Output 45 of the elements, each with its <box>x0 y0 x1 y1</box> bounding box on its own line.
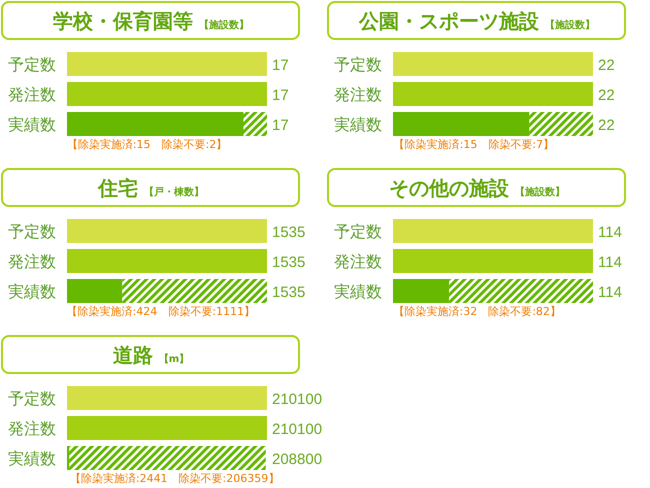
annotation: 【除染実施済:15 除染不要:2】 <box>66 138 228 151</box>
y-tick-label: 発注数 <box>8 419 56 438</box>
y-tick-label: 実績数 <box>8 282 56 301</box>
chart-title: 学校・保育園等 <box>53 9 193 33</box>
y-tick-label: 予定数 <box>8 222 56 241</box>
data-label: 1535 <box>272 224 306 241</box>
y-tick-label: 予定数 <box>334 222 382 241</box>
total-label: 22 <box>598 117 615 134</box>
y-tick-label: 実績数 <box>8 449 56 468</box>
chart-subtitle: 【施設数】 <box>545 19 595 31</box>
chart-title: その他の施設 <box>389 176 510 200</box>
total-label: 17 <box>272 117 289 134</box>
y-tick-label: 発注数 <box>334 85 382 104</box>
y-tick-label: 発注数 <box>334 252 382 271</box>
annotation: 【除染実施済:424 除染不要:1111】 <box>66 305 256 318</box>
chart-subtitle: 【施設数】 <box>199 19 249 31</box>
data-label: 1535 <box>272 254 306 271</box>
y-tick-label: 実績数 <box>334 115 382 134</box>
total-label: 208800 <box>272 451 322 468</box>
y-tick-label: 発注数 <box>8 252 56 271</box>
chart-title: 道路 <box>112 343 153 367</box>
y-tick-label: 発注数 <box>8 85 56 104</box>
data-label: 22 <box>598 87 615 104</box>
total-label: 114 <box>598 284 622 301</box>
y-tick-label: 予定数 <box>8 55 56 74</box>
chart-subtitle: 【m】 <box>158 353 190 365</box>
chart-title: 公園・スポーツ施設 <box>358 9 540 33</box>
data-label: 210100 <box>272 421 322 438</box>
y-tick-label: 予定数 <box>8 389 56 408</box>
chart-subtitle: 【戸・棟数】 <box>144 186 204 198</box>
data-label: 114 <box>598 254 622 271</box>
annotation: 【除染実施済:32 除染不要:82】 <box>394 305 561 318</box>
data-label: 17 <box>272 87 289 104</box>
chart-subtitle: 【施設数】 <box>515 186 565 198</box>
annotation: 【除染実施済:15 除染不要:7】 <box>394 138 554 151</box>
y-tick-label: 予定数 <box>334 55 382 74</box>
y-tick-label: 実績数 <box>334 282 382 301</box>
annotation: 【除染実施済:2441 除染不要:206359】 <box>70 472 280 485</box>
y-tick-label: 実績数 <box>8 115 56 134</box>
data-label: 17 <box>272 57 289 74</box>
data-label: 114 <box>598 224 622 241</box>
data-label: 22 <box>598 57 615 74</box>
total-label: 1535 <box>272 284 306 301</box>
data-label: 210100 <box>272 391 322 408</box>
chart-title: 住宅 <box>97 176 138 200</box>
